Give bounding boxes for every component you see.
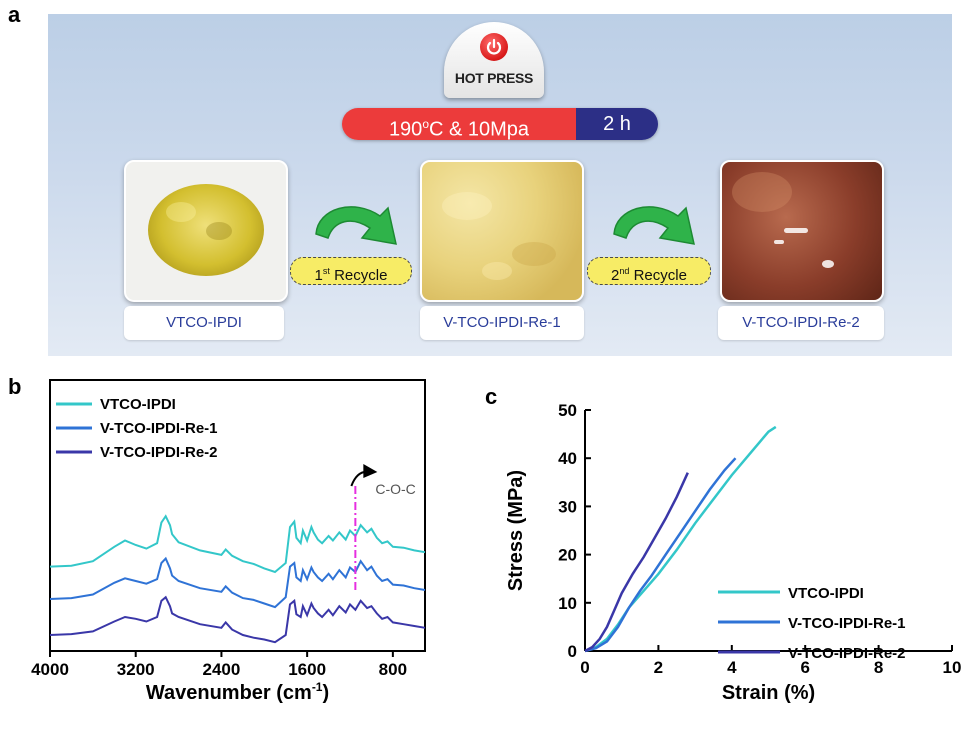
power-icon [480,33,508,61]
series-line-2 [584,457,737,653]
plot-frame [49,379,426,652]
condition-temperature: 190oC & 10Mpa [342,108,576,140]
y-tick-label: 10 [558,594,577,613]
x-axis-title: Strain (%) [722,682,815,704]
legend-label-3: V-TCO-IPDI-Re-2 [788,645,906,662]
x-tick-label: 10 [943,658,962,677]
y-tick-label: 0 [568,642,577,661]
recycle-tag-1: 1st Recycle [290,257,412,285]
y-tick-label: 30 [558,497,577,516]
ftir-plot-area: 4000 3200 2400 1600 800 VTCO-IPDI V-TCO-IPDI-R… [31,379,426,704]
x-tick-label: 6 [800,658,809,677]
x-tick-label: 4 [727,658,737,677]
recycle-tag-2: 2nd Recycle [587,257,711,285]
sample-label-recycle-1: V-TCO-IPDI-Re-1 [420,306,584,340]
legend-label-1: VTCO-IPDI [100,396,176,413]
ftir-chart: 4000 3200 2400 1600 800 VTCO-IPDI V-TCO-IPDI-R… [31,379,426,704]
y-tick-label: 50 [558,401,577,420]
sample-photo-recycle-2 [720,160,884,302]
y-tick-label: 40 [558,449,577,468]
x-tick-label: 800 [379,660,407,679]
y-tick-label: 20 [558,546,577,565]
hot-press-badge: HOT PRESS [444,22,544,98]
legend-label-3: V-TCO-IPDI-Re-2 [100,444,218,461]
y-axis-title: Stress (MPa) [505,470,527,591]
condition-bar: 190oC & 10Mpa 2 h [342,108,658,140]
x-tick-label: 0 [580,658,589,677]
sample-photo-original [124,160,288,302]
legend-label-2: V-TCO-IPDI-Re-1 [100,420,218,437]
panel-letter-b: b [8,374,22,399]
hot-press-label: HOT PRESS [454,70,534,86]
series-line-3 [49,595,426,644]
legend-label-1: VTCO-IPDI [788,585,864,602]
panel-letter-c: c [485,384,498,409]
sample-label-recycle-2: V-TCO-IPDI-Re-2 [718,306,884,340]
annotation-arrowhead [363,464,378,478]
series-line-3 [584,472,689,653]
series-line-1 [49,514,426,574]
sample-label-original: VTCO-IPDI [124,306,284,340]
curved-arrow-icon [315,206,397,245]
condition-time: 2 h [576,108,658,140]
sample-photo-recycle-1 [420,160,584,302]
stress-strain-plot-area: 0 2 4 6 8 10 0 10 20 30 40 50 VTCO-IPDI V-TCO-IPDI-Re… [505,401,961,704]
series-line-1 [584,425,777,653]
x-tick-label: 1600 [288,660,326,679]
curved-arrow-icon [613,206,695,245]
x-tick-label: 4000 [31,660,69,679]
pellet-pile [148,184,264,276]
panel-letter-a: a [8,2,21,27]
x-tick-label: 3200 [117,660,155,679]
stress-strain-chart: 0 2 4 6 8 10 0 10 20 30 40 50 VTCO-IPDI V-TCO-IPDI-Re… [505,401,961,704]
series-line-2 [49,556,426,609]
x-tick-label: 2 [654,658,663,677]
legend-label-2: V-TCO-IPDI-Re-1 [788,615,906,632]
x-tick-label: 8 [874,658,883,677]
x-tick-label: 2400 [203,660,241,679]
annotation-label: C-O-C [375,481,415,497]
x-axis-title: Wavenumber (cm-1) [146,680,329,704]
